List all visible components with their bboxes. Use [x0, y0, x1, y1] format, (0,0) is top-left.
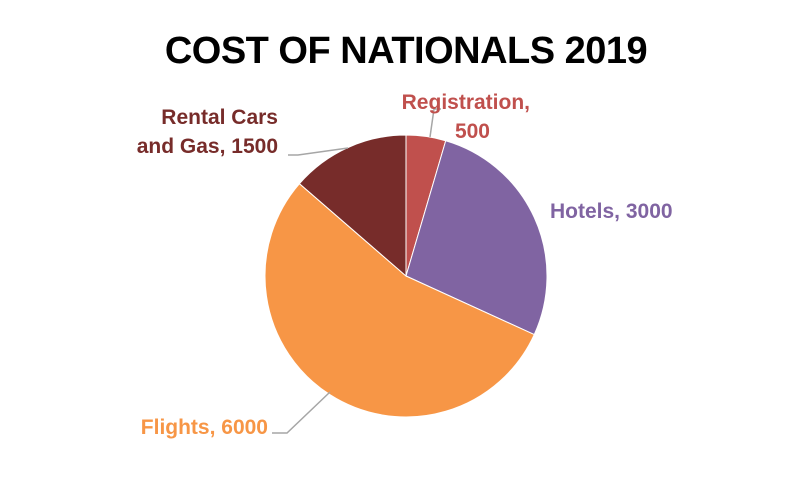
- data-label-line1: Rental Cars: [161, 106, 278, 129]
- data-label-hotels: Hotels, 3000: [550, 200, 673, 223]
- data-label-registration: Registration, 500: [402, 91, 530, 143]
- data-label-rental-cars-and-gas: Rental Cars and Gas, 1500: [137, 106, 278, 158]
- data-label-line1: Flights, 6000: [141, 416, 268, 439]
- chart-title: COST OF NATIONALS 2019: [164, 30, 648, 72]
- leader-line-registration: [429, 108, 441, 138]
- data-label-line1: Hotels, 3000: [550, 200, 673, 223]
- data-label-line1: Registration,: [402, 91, 530, 114]
- data-label-line2: and Gas, 1500: [137, 135, 278, 158]
- leader-line-rental-cars-and-gas: [288, 147, 349, 156]
- data-label-line2: 500: [455, 120, 490, 143]
- pie-slice-flights: [264, 182, 535, 418]
- data-label-flights: Flights, 6000: [141, 416, 268, 439]
- leader-line-flights: [272, 391, 331, 434]
- pie-slice-hotels: [405, 140, 548, 336]
